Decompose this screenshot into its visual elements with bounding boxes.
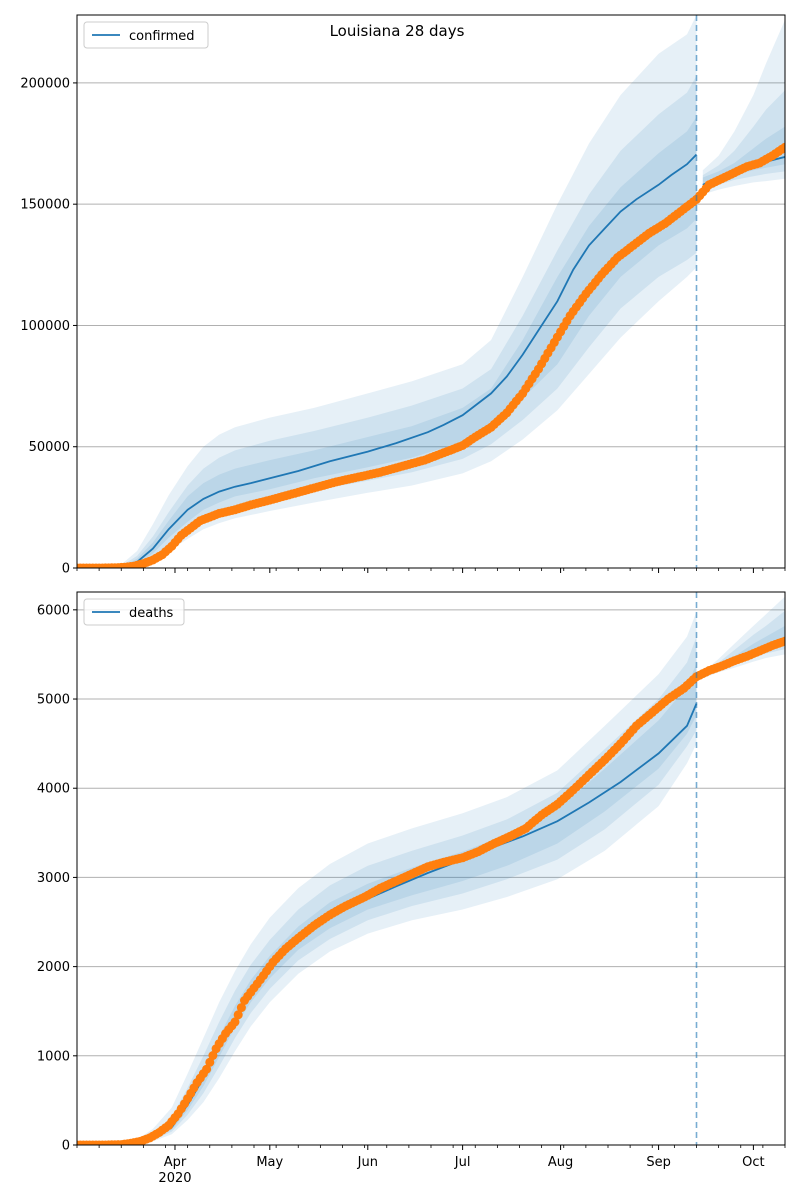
legend: deaths xyxy=(83,598,185,626)
uncertainty-band xyxy=(77,611,697,1145)
y-tick-label: 50000 xyxy=(29,440,70,455)
uncertainty-band xyxy=(702,126,785,188)
y-tick-label: 6000 xyxy=(37,603,70,618)
uncertainty-band xyxy=(702,19,785,195)
y-tick-label: 0 xyxy=(62,562,70,577)
y-tick-label: 100000 xyxy=(20,319,70,334)
x-tick-label: May xyxy=(256,1155,283,1170)
model-line xyxy=(77,153,698,568)
x-tick-label: Sep xyxy=(646,1155,671,1170)
legend-label: deaths xyxy=(129,606,174,621)
y-tick-label: 150000 xyxy=(20,198,70,213)
y-tick-label: 200000 xyxy=(20,76,70,91)
deaths-panel: 0 1000 2000 3000 4000 5000 6000 Apr May Jun Jul Aug… xyxy=(37,591,786,1186)
x-tick-label: Jun xyxy=(357,1155,378,1170)
confirmed-panel: 0 50000 100000 150000 200000 confirmed xyxy=(20,14,786,577)
legend-label: confirmed xyxy=(129,29,195,44)
uncertainty-band xyxy=(702,596,785,679)
legend-box xyxy=(83,598,185,626)
observed-point xyxy=(202,1064,212,1074)
figure-title: Louisiana 28 days xyxy=(330,22,465,40)
x-year-label: 2020 xyxy=(158,1171,191,1186)
y-tick-label: 1000 xyxy=(37,1049,70,1064)
observed-point xyxy=(780,636,785,646)
y-tick-label: 2000 xyxy=(37,960,70,975)
observed-point xyxy=(230,1017,240,1027)
plot-area xyxy=(77,596,785,1145)
legend-box xyxy=(83,21,209,49)
y-tick-label: 3000 xyxy=(37,871,70,886)
observed-point xyxy=(205,1057,215,1067)
observed-point xyxy=(780,142,785,152)
x-tick-label: Aug xyxy=(548,1155,573,1170)
plot-area xyxy=(77,15,785,568)
y-tick-label: 4000 xyxy=(37,782,70,797)
observed-point xyxy=(233,1010,243,1020)
observed-point xyxy=(236,1003,246,1013)
legend: confirmed xyxy=(83,21,209,49)
x-tick-label: Apr xyxy=(164,1155,187,1170)
x-tick-label: Jul xyxy=(454,1155,471,1170)
y-tick-label: 0 xyxy=(62,1139,70,1154)
x-tick-label: Oct xyxy=(742,1155,764,1170)
y-tick-label: 5000 xyxy=(37,693,70,708)
uncertainty-band xyxy=(77,15,697,568)
observed-point xyxy=(208,1051,218,1060)
